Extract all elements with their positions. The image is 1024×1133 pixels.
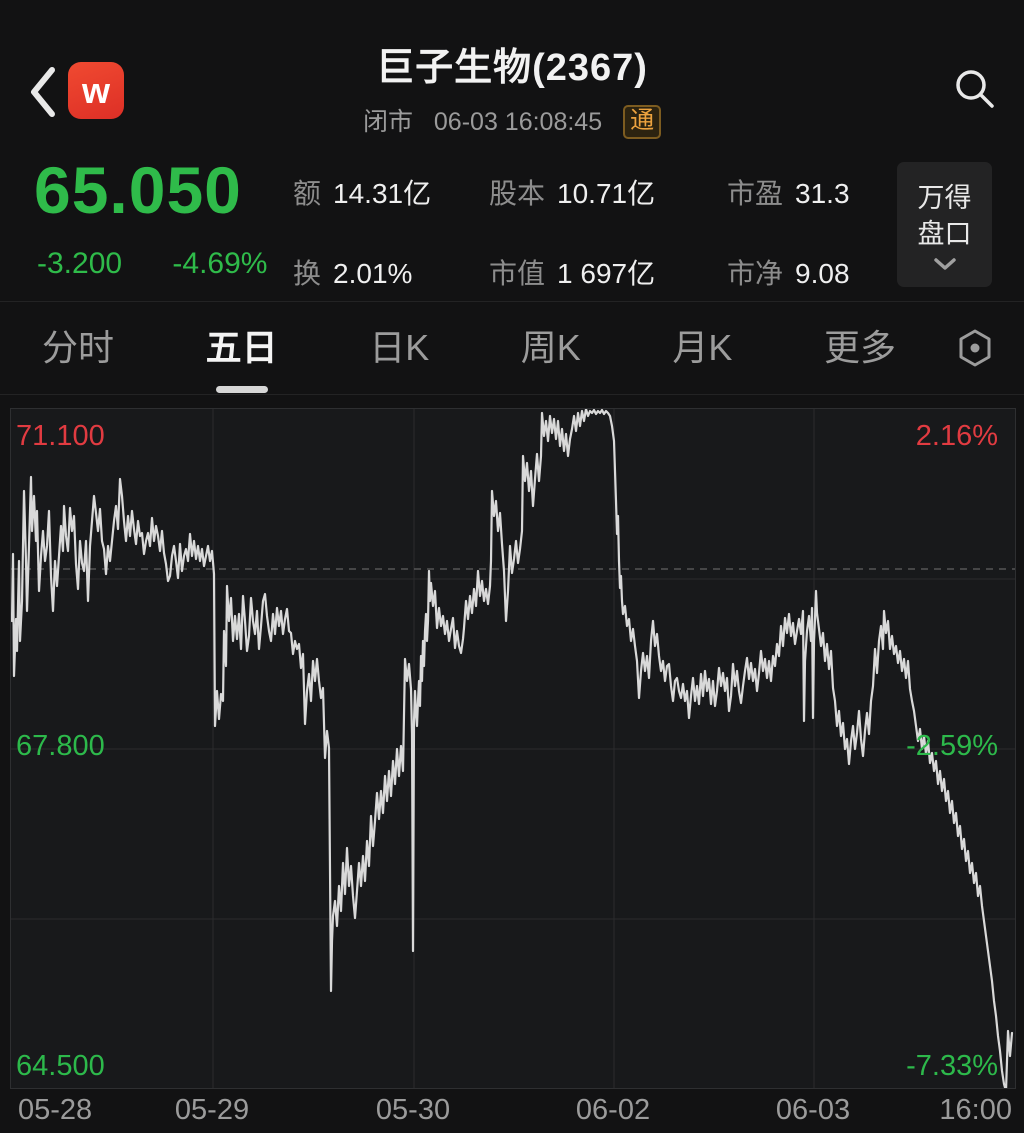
stat-amount: 额 14.31亿 [293,172,489,212]
chart-settings-button[interactable] [956,328,994,368]
y-label-high: 71.100 [16,420,105,452]
stat-value: 2.01% [333,258,413,289]
y-label-mid: 67.800 [16,730,105,762]
stat-value: 10.71亿 [557,178,656,209]
stat-value: 1 697亿 [557,258,656,289]
tab-five-day[interactable]: 五日 [204,301,280,395]
tab-monthly-k[interactable]: 月K [672,327,733,368]
quote-stats: 额 14.31亿 股本 10.71亿 市盈 31.3 换 2.01% 市值 1 697亿 … [293,172,897,292]
stat-label: 换 [293,258,322,289]
market-status-row: 闭市 06-03 16:08:45 通 [0,102,1024,139]
x-label-close-time: 16:00 [939,1094,1012,1126]
wind-orderbook-button[interactable]: 万得 盘口 [897,162,992,287]
stat-pb: 市净 9.08 [727,252,897,292]
stat-label: 股本 [489,178,546,209]
chevron-down-icon [933,257,956,270]
market-status: 闭市 [362,108,413,136]
tab-weekly-k[interactable]: 周K [520,327,581,368]
period-tabs: 分时 五日 日K 周K 月K 更多 [40,301,898,395]
search-icon[interactable] [952,66,996,110]
chart-plot-area[interactable] [10,408,1016,1089]
y-label-low-pct: -7.33% [906,1050,998,1082]
page-title: 巨子生物(2367) [376,47,648,89]
stock-connect-badge: 通 [623,105,662,139]
tab-daily-k[interactable]: 日K [369,327,430,368]
stat-shares: 股本 10.71亿 [489,172,727,212]
price-change: -3.200 [37,247,123,280]
wind-orderbook-label: 万得 [917,182,972,213]
wind-logo-letter: w [81,69,110,111]
stat-marketcap: 市值 1 697亿 [489,252,727,292]
wind-logo[interactable]: w [68,62,124,119]
stat-value: 31.3 [795,178,850,209]
stat-pe: 市盈 31.3 [727,172,897,212]
stat-label: 市净 [727,258,784,289]
last-price: 65.050 [34,153,242,227]
stat-value: 9.08 [795,258,850,289]
x-axis: 05-28 05-29 05-30 06-02 06-03 16:00 [0,1094,1024,1130]
chart-canvas [11,409,1015,1088]
period-tabbar: 分时 五日 日K 周K 月K 更多 [0,301,1024,395]
y-label-mid-pct: -2.59% [906,730,998,762]
header: w 巨子生物(2367) 闭市 06-03 16:08:45 通 [0,0,1024,148]
x-label-day4: 06-02 [575,1094,651,1126]
stat-turnover: 换 2.01% [293,252,489,292]
y-label-low: 64.500 [16,1050,105,1082]
wind-orderbook-label: 盘口 [917,218,972,249]
stat-label: 额 [293,178,322,209]
stat-label: 市盈 [727,178,784,209]
price-change-row: -3.200 -4.69% [37,247,267,281]
x-label-day5: 06-03 [775,1094,851,1126]
price-change-percent: -4.69% [172,247,268,280]
five-day-chart[interactable]: 71.100 2.16% 67.800 -2.59% 64.500 -7.33%… [0,400,1024,1133]
tab-fenshi[interactable]: 分时 [42,327,115,368]
x-label-day2: 05-29 [174,1094,250,1126]
back-icon[interactable] [26,64,60,120]
tab-more[interactable]: 更多 [823,327,896,368]
quote-datetime: 06-03 16:08:45 [433,108,603,136]
y-label-high-pct: 2.16% [915,420,998,452]
gear-icon [959,329,991,367]
x-label-day3: 05-30 [375,1094,451,1126]
stat-label: 市值 [489,258,546,289]
stat-value: 14.31亿 [333,178,432,209]
x-label-day1: 05-28 [18,1094,93,1126]
